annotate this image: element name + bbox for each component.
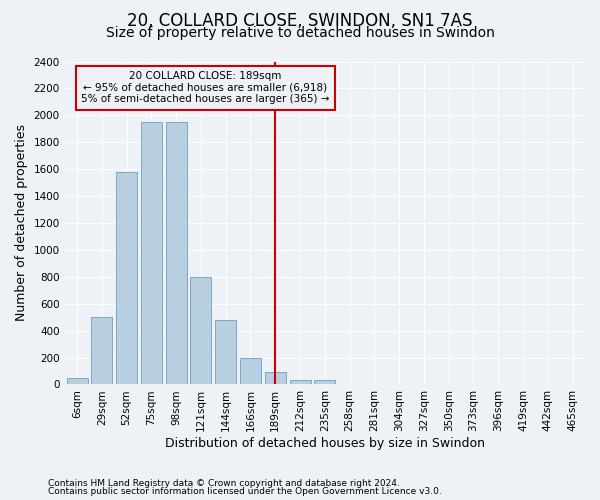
Text: Contains HM Land Registry data © Crown copyright and database right 2024.: Contains HM Land Registry data © Crown c… xyxy=(48,478,400,488)
Text: 20 COLLARD CLOSE: 189sqm
← 95% of detached houses are smaller (6,918)
5% of semi: 20 COLLARD CLOSE: 189sqm ← 95% of detach… xyxy=(81,71,329,104)
Bar xyxy=(314,380,335,384)
Bar xyxy=(215,320,236,384)
Text: Contains public sector information licensed under the Open Government Licence v3: Contains public sector information licen… xyxy=(48,487,442,496)
Text: 20, COLLARD CLOSE, SWINDON, SN1 7AS: 20, COLLARD CLOSE, SWINDON, SN1 7AS xyxy=(127,12,473,30)
Text: Size of property relative to detached houses in Swindon: Size of property relative to detached ho… xyxy=(106,26,494,40)
Bar xyxy=(116,172,137,384)
Bar xyxy=(240,358,261,384)
Bar xyxy=(190,277,211,384)
Bar xyxy=(166,122,187,384)
Bar xyxy=(67,378,88,384)
Y-axis label: Number of detached properties: Number of detached properties xyxy=(15,124,28,322)
X-axis label: Distribution of detached houses by size in Swindon: Distribution of detached houses by size … xyxy=(165,437,485,450)
Bar xyxy=(290,380,311,384)
Bar xyxy=(141,122,162,384)
Bar xyxy=(265,372,286,384)
Bar xyxy=(91,317,112,384)
